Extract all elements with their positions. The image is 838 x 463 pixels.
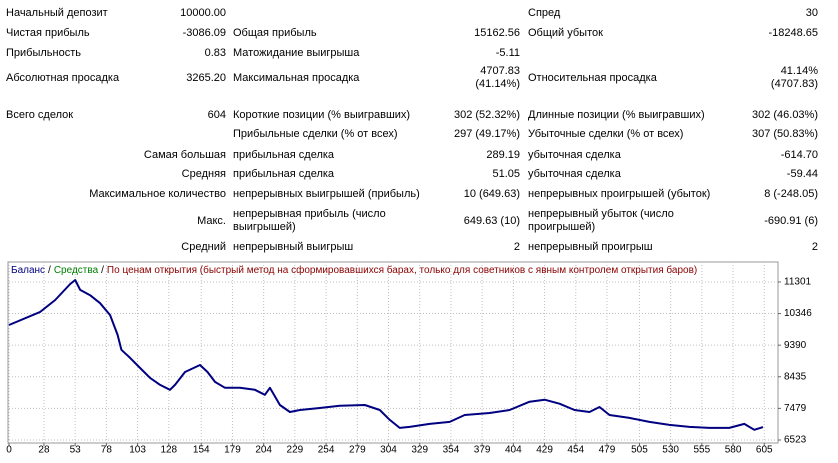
stat-value: 289.19 bbox=[486, 148, 520, 161]
stat-value: 649.63 (10) bbox=[463, 214, 520, 227]
x-tick-label: 379 bbox=[474, 445, 491, 456]
x-tick-label: 580 bbox=[725, 445, 742, 456]
y-tick-label: 11301 bbox=[784, 277, 812, 288]
x-tick-label: 279 bbox=[349, 445, 366, 456]
stat-label: непрерывная прибыль (число выигрышей) bbox=[233, 208, 386, 233]
stat-label: Абсолютная просадка bbox=[6, 71, 120, 84]
stat-label: Общая прибыль bbox=[233, 26, 317, 39]
y-tick-label: 9390 bbox=[784, 340, 807, 351]
stat-label: Относительная просадка bbox=[528, 71, 657, 84]
y-tick-label: 8435 bbox=[784, 371, 807, 382]
x-tick-label: 479 bbox=[599, 445, 616, 456]
stat-value: 8 (-248.05) bbox=[764, 187, 818, 200]
x-tick-label: 254 bbox=[318, 445, 335, 456]
stat-label: Начальный депозит bbox=[6, 6, 108, 19]
stat-value: -59.44 bbox=[786, 167, 818, 180]
x-tick-label: 154 bbox=[193, 445, 210, 456]
x-tick-label: 53 bbox=[70, 445, 82, 456]
stat-value: 30 bbox=[805, 6, 818, 19]
stat-label: Макс. bbox=[197, 214, 226, 227]
x-tick-label: 429 bbox=[536, 445, 553, 456]
x-tick-label: 555 bbox=[694, 445, 711, 456]
stat-label: Максимальная просадка bbox=[233, 71, 360, 84]
stat-label: Матожидание выигрыша bbox=[233, 46, 360, 59]
x-tick-label: 128 bbox=[160, 445, 177, 456]
balance-line bbox=[8, 279, 764, 431]
stat-value: 15162.56 bbox=[474, 26, 520, 39]
stat-label: Средняя bbox=[181, 167, 226, 180]
stat-value: 604 bbox=[207, 108, 226, 121]
stat-label: убыточная сделка bbox=[528, 148, 621, 161]
x-tick-label: 605 bbox=[756, 445, 773, 456]
stat-label: непрерывный убыток (число проигрышей) bbox=[528, 208, 674, 233]
x-tick-label: 0 bbox=[6, 445, 12, 456]
stat-label: Спред bbox=[528, 6, 561, 19]
stat-label: Убыточные сделки (% от всех) bbox=[528, 127, 684, 140]
stat-value: -614.70 bbox=[780, 148, 818, 161]
stat-value: 297 (49.17%) bbox=[453, 127, 520, 140]
stat-value: 2 bbox=[811, 240, 818, 253]
stat-label: прибыльная сделка bbox=[233, 167, 335, 180]
stat-label: непрерывный проигрыш bbox=[528, 240, 653, 253]
stat-label: Короткие позиции (% выигравших) bbox=[233, 108, 411, 121]
stat-value: -3086.09 bbox=[182, 26, 226, 39]
stat-label: Средний bbox=[181, 240, 226, 253]
stat-label: непрерывных проигрышей (убыток) bbox=[528, 187, 711, 200]
y-tick-label: 7479 bbox=[784, 403, 807, 414]
stat-value: 302 (52.32%) bbox=[453, 108, 520, 121]
stat-value: 10 (649.63) bbox=[463, 187, 520, 200]
x-tick-label: 179 bbox=[224, 445, 241, 456]
stat-label: непрерывный выигрыш bbox=[233, 240, 354, 253]
y-tick-label: 10346 bbox=[784, 308, 812, 319]
stat-value: -690.91 (6) bbox=[764, 214, 818, 227]
stat-value: 2 bbox=[513, 240, 520, 253]
legend-text: / bbox=[48, 265, 51, 276]
x-tick-label: 103 bbox=[129, 445, 146, 456]
stat-value: -5.11 bbox=[495, 46, 520, 59]
stat-label: Общий убыток bbox=[528, 26, 603, 39]
stat-value: 10000.00 bbox=[180, 6, 226, 19]
stat-value: 0.83 bbox=[204, 46, 226, 59]
legend-entry: Баланс bbox=[11, 265, 45, 276]
legend-text: Средства bbox=[54, 265, 99, 276]
x-tick-label: 354 bbox=[443, 445, 460, 456]
plot-frame bbox=[7, 261, 779, 444]
x-tick-label: 329 bbox=[411, 445, 428, 456]
stat-label: Самая большая bbox=[143, 148, 226, 161]
x-tick-label: 530 bbox=[662, 445, 679, 456]
stat-label: непрерывных выигрышей (прибыль) bbox=[233, 187, 420, 200]
stat-value: -18248.65 bbox=[768, 26, 818, 39]
stat-label: Всего сделок bbox=[6, 108, 74, 121]
stat-value: 41.14% (4707.83) bbox=[770, 65, 818, 90]
stat-label: Прибыльность bbox=[6, 46, 81, 59]
x-tick-label: 505 bbox=[631, 445, 648, 456]
stat-label: убыточная сделка bbox=[528, 167, 621, 180]
x-tick-label: 404 bbox=[505, 445, 522, 456]
stat-label: Прибыльные сделки (% от всех) bbox=[233, 127, 398, 140]
x-tick-label: 78 bbox=[101, 445, 113, 456]
x-tick-label: 304 bbox=[380, 445, 397, 456]
x-tick-label: 204 bbox=[255, 445, 272, 456]
stat-value: 4707.83 (41.14%) bbox=[475, 65, 520, 90]
x-tick-label: 454 bbox=[567, 445, 584, 456]
stat-value: 3265.20 bbox=[186, 71, 226, 84]
stat-label: Чистая прибыль bbox=[6, 26, 90, 39]
stat-value: 51.05 bbox=[492, 167, 520, 180]
stat-label: Максимальное количество bbox=[89, 187, 226, 200]
stat-value: 302 (46.03%) bbox=[751, 108, 818, 121]
stat-value: 307 (50.83%) bbox=[751, 127, 818, 140]
legend: Баланс / Средства / По ценам открытия (быстр… bbox=[11, 264, 697, 276]
stat-label: прибыльная сделка bbox=[233, 148, 335, 161]
legend-text: / bbox=[101, 265, 104, 276]
x-tick-label: 28 bbox=[38, 445, 50, 456]
legend-text: По ценам открытия (быстрый метод на сфор… bbox=[107, 264, 697, 276]
stat-label: Длинные позиции (% выигравших) bbox=[528, 108, 705, 121]
x-tick-label: 229 bbox=[287, 445, 304, 456]
y-tick-label: 6523 bbox=[784, 435, 807, 446]
